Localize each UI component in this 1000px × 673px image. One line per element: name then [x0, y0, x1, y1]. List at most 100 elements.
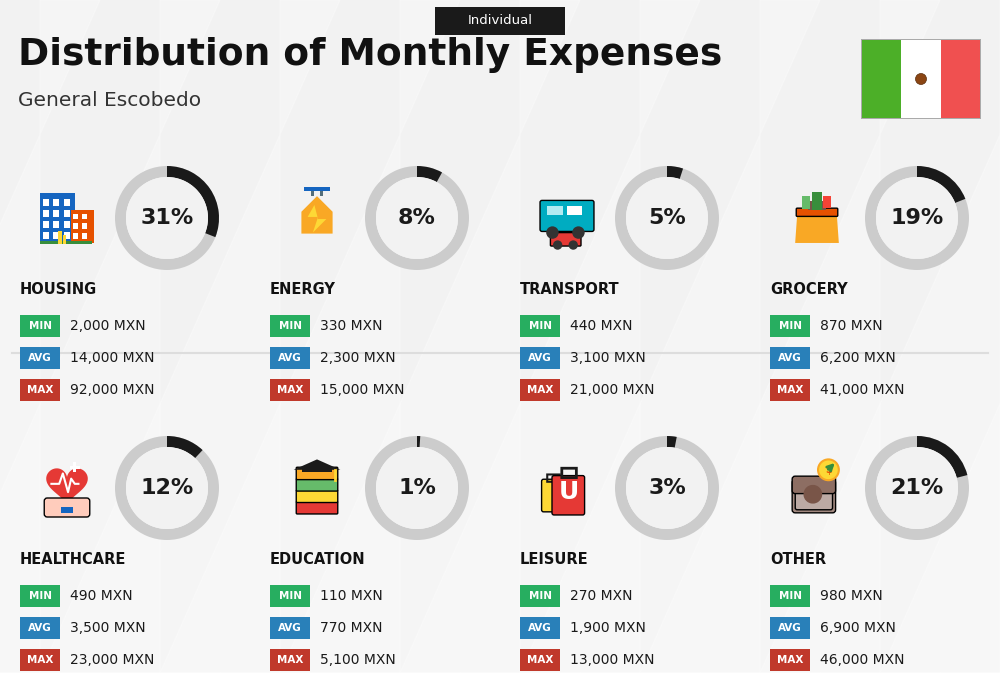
Text: MIN: MIN [528, 321, 552, 331]
Bar [320, 188, 323, 196]
Text: MIN: MIN [528, 591, 552, 601]
Bar [43, 199, 49, 206]
Text: AVG: AVG [278, 623, 302, 633]
FancyBboxPatch shape [296, 467, 338, 480]
Text: AVG: AVG [528, 353, 552, 363]
FancyBboxPatch shape [520, 380, 560, 400]
Circle shape [546, 226, 559, 239]
Text: LEISURE: LEISURE [520, 553, 589, 567]
FancyBboxPatch shape [270, 617, 310, 639]
Text: 92,000 MXN: 92,000 MXN [70, 383, 154, 397]
Bar [567, 205, 582, 215]
Text: Individual: Individual [468, 15, 532, 28]
FancyBboxPatch shape [20, 380, 60, 400]
FancyBboxPatch shape [520, 617, 560, 639]
Text: AVG: AVG [28, 353, 52, 363]
FancyBboxPatch shape [20, 347, 60, 369]
Bar [64, 221, 70, 228]
FancyBboxPatch shape [861, 39, 981, 119]
Text: 2,000 MXN: 2,000 MXN [70, 319, 146, 333]
Text: 12%: 12% [140, 478, 194, 498]
Text: HOUSING: HOUSING [20, 283, 97, 297]
Wedge shape [917, 166, 965, 203]
Circle shape [126, 447, 208, 529]
Polygon shape [795, 214, 839, 243]
Text: MIN: MIN [28, 321, 52, 331]
Bar [82, 213, 87, 219]
Bar [823, 196, 831, 207]
Circle shape [876, 177, 958, 259]
Text: MAX: MAX [777, 655, 803, 665]
Text: AVG: AVG [778, 623, 802, 633]
Text: 13,000 MXN: 13,000 MXN [570, 653, 654, 667]
Bar [43, 221, 49, 228]
FancyBboxPatch shape [270, 586, 310, 607]
Circle shape [876, 447, 958, 529]
Text: MAX: MAX [777, 385, 803, 395]
FancyBboxPatch shape [770, 617, 810, 639]
Text: MAX: MAX [27, 385, 53, 395]
Text: 21%: 21% [890, 478, 944, 498]
Text: 14,000 MXN: 14,000 MXN [70, 351, 154, 365]
Circle shape [818, 460, 839, 481]
Text: TRANSPORT: TRANSPORT [520, 283, 620, 297]
Wedge shape [417, 436, 420, 447]
Text: General Escobedo: General Escobedo [18, 90, 201, 110]
Text: 15,000 MXN: 15,000 MXN [320, 383, 404, 397]
Wedge shape [167, 166, 219, 237]
Bar [862, 40, 901, 118]
FancyBboxPatch shape [270, 315, 310, 336]
Bar [82, 223, 87, 229]
Text: MIN: MIN [279, 321, 302, 331]
Bar [58, 231, 62, 244]
Bar [302, 468, 332, 472]
Polygon shape [46, 468, 88, 506]
FancyBboxPatch shape [520, 586, 560, 607]
Circle shape [126, 177, 208, 259]
Text: 870 MXN: 870 MXN [820, 319, 883, 333]
FancyBboxPatch shape [540, 201, 594, 232]
FancyBboxPatch shape [796, 208, 838, 217]
Wedge shape [865, 166, 969, 270]
Circle shape [569, 240, 578, 250]
FancyBboxPatch shape [296, 479, 338, 491]
Bar [43, 232, 49, 239]
Text: 490 MXN: 490 MXN [70, 589, 133, 603]
FancyBboxPatch shape [520, 315, 560, 336]
Bar [53, 199, 59, 206]
FancyBboxPatch shape [20, 586, 60, 607]
Text: 21,000 MXN: 21,000 MXN [570, 383, 654, 397]
Bar [53, 232, 59, 239]
FancyBboxPatch shape [20, 649, 60, 671]
FancyBboxPatch shape [770, 380, 810, 400]
Bar [73, 223, 78, 229]
Bar [812, 192, 822, 210]
Text: MAX: MAX [277, 385, 303, 395]
Text: AVG: AVG [528, 623, 552, 633]
FancyBboxPatch shape [520, 347, 560, 369]
FancyBboxPatch shape [520, 649, 560, 671]
Text: GROCERY: GROCERY [770, 283, 848, 297]
FancyBboxPatch shape [770, 586, 810, 607]
Text: U: U [558, 480, 579, 504]
Text: EDUCATION: EDUCATION [270, 553, 366, 567]
Text: 31%: 31% [140, 208, 194, 228]
Wedge shape [115, 166, 219, 270]
Text: 19%: 19% [890, 208, 944, 228]
Bar [73, 462, 76, 472]
Text: MAX: MAX [27, 655, 53, 665]
Text: 8%: 8% [398, 208, 436, 228]
Bar [64, 232, 70, 239]
FancyBboxPatch shape [792, 476, 836, 493]
Circle shape [553, 240, 562, 250]
FancyBboxPatch shape [270, 380, 310, 400]
Bar [53, 210, 59, 217]
Text: 270 MXN: 270 MXN [570, 589, 633, 603]
Polygon shape [294, 460, 340, 470]
FancyBboxPatch shape [296, 501, 338, 514]
Wedge shape [365, 436, 469, 540]
Bar [304, 187, 330, 191]
Text: MIN: MIN [778, 591, 802, 601]
Circle shape [376, 447, 458, 529]
Text: ENERGY: ENERGY [270, 283, 336, 297]
